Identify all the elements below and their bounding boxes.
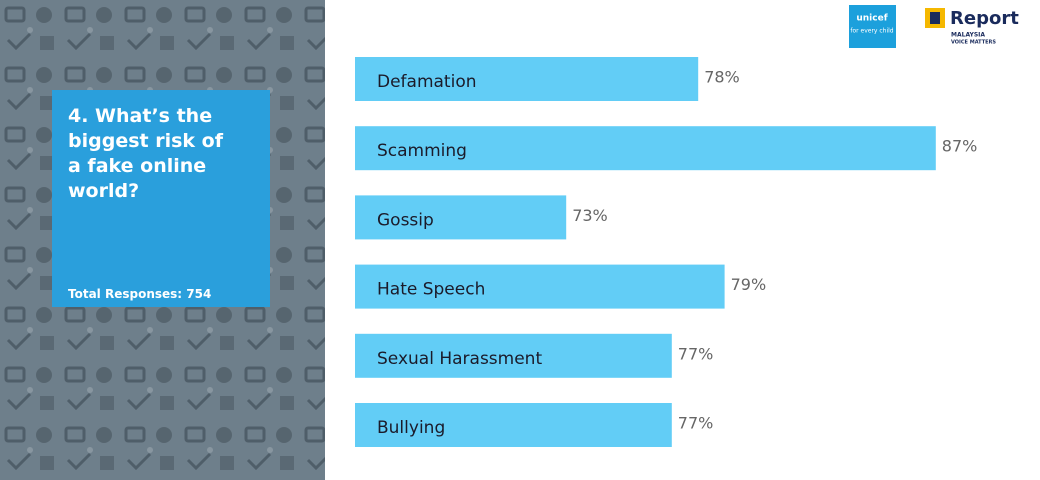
bar [355, 403, 672, 447]
report-tagline: VOICE MATTERS [951, 40, 996, 46]
unicef-wordmark: unicef [856, 14, 887, 24]
report-country: MALAYSIA [951, 32, 985, 39]
report-icon-inner [930, 12, 940, 24]
bar [355, 57, 699, 101]
question-box: 4. What’s the biggest risk of a fake onl… [52, 90, 270, 307]
category-label: Sexual Harassment [377, 349, 542, 369]
value-label: 77% [678, 344, 714, 363]
total-responses: Total Responses: 754 [68, 287, 212, 301]
value-label: 77% [678, 414, 714, 433]
category-label: Gossip [377, 210, 434, 230]
unicef-tagline: for every child [850, 28, 893, 35]
report-wordmark: Report [950, 8, 1019, 29]
bar [355, 333, 672, 378]
unicef-logo [849, 5, 896, 48]
value-label: 78% [704, 68, 740, 87]
question-title: 4. What’s the biggest risk of a fake onl… [68, 105, 223, 202]
value-label: 73% [572, 206, 608, 225]
bar [355, 264, 725, 309]
value-label: 79% [731, 275, 767, 294]
category-label: Defamation [377, 72, 477, 92]
bar [355, 195, 567, 240]
category-label: Hate Speech [377, 280, 485, 300]
value-label: 87% [942, 137, 978, 156]
bar [355, 126, 936, 171]
category-label: Scamming [377, 141, 467, 161]
category-label: Bullying [377, 418, 445, 438]
